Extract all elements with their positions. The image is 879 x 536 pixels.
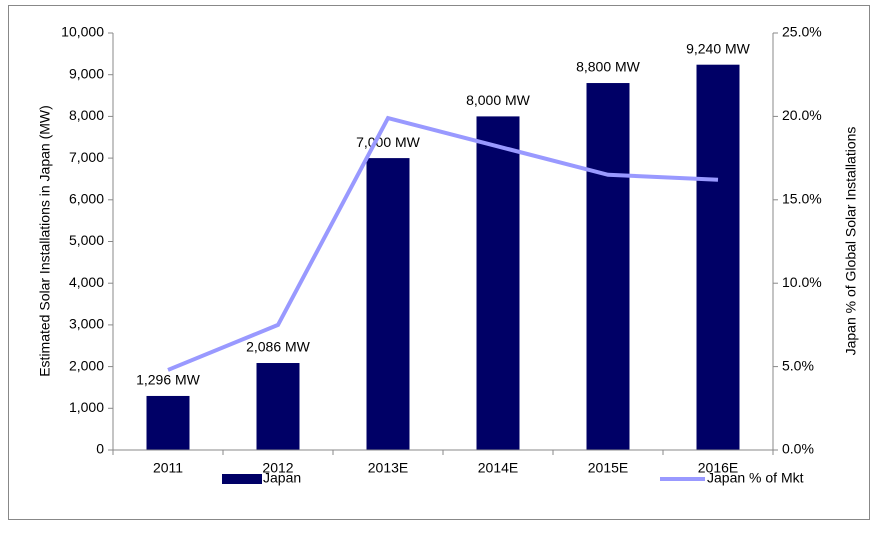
legend-label: Japan [263, 470, 301, 486]
y-tick-label: 1,000 [69, 399, 104, 415]
y2-axis-label: Japan % of Global Solar Installations [843, 127, 859, 356]
data-label: 1,296 MW [136, 372, 201, 388]
x-tick-label: 2012 [262, 460, 293, 476]
y2-tick-label: 25.0% [782, 24, 822, 40]
data-label: 9,240 MW [686, 40, 751, 56]
y-tick-label: 3,000 [69, 316, 104, 332]
y2-tick-label: 0.0% [782, 441, 814, 457]
y2-tick-label: 20.0% [782, 107, 822, 123]
y2-tick-label: 15.0% [782, 191, 822, 207]
y-tick-label: 4,000 [69, 274, 104, 290]
y-tick-label: 6,000 [69, 191, 104, 207]
legend-swatch [222, 474, 262, 484]
y2-tick-label: 5.0% [782, 357, 814, 373]
bar [256, 363, 300, 450]
y-tick-label: 8,000 [69, 107, 104, 123]
y-axis-label: Estimated Solar Installations in Japan (… [37, 105, 53, 377]
bar [696, 64, 740, 450]
bar [476, 116, 520, 451]
data-label: 8,800 MW [576, 59, 641, 75]
y-tick-label: 5,000 [69, 232, 104, 248]
data-label: 7,000 MW [356, 134, 421, 150]
y-tick-label: 10,000 [61, 24, 104, 40]
x-tick-label: 2014E [478, 460, 518, 476]
x-tick-label: 2016E [698, 460, 738, 476]
bar [586, 83, 630, 450]
y-tick-label: 9,000 [69, 65, 104, 81]
data-label: 2,086 MW [246, 339, 311, 355]
bar [146, 395, 190, 450]
line [167, 115, 719, 372]
y-tick-label: 2,000 [69, 357, 104, 373]
y-tick-label: 0 [96, 441, 104, 457]
y-tick-label: 7,000 [69, 149, 104, 165]
y2-tick-label: 10.0% [782, 274, 822, 290]
data-label: 8,000 MW [466, 92, 531, 108]
x-tick-label: 2013E [368, 460, 408, 476]
chart-border [8, 5, 870, 520]
bar [366, 158, 410, 450]
legend-label: Japan % of Mkt [707, 470, 804, 486]
x-tick-label: 2015E [588, 460, 628, 476]
x-tick-label: 2011 [153, 460, 183, 476]
